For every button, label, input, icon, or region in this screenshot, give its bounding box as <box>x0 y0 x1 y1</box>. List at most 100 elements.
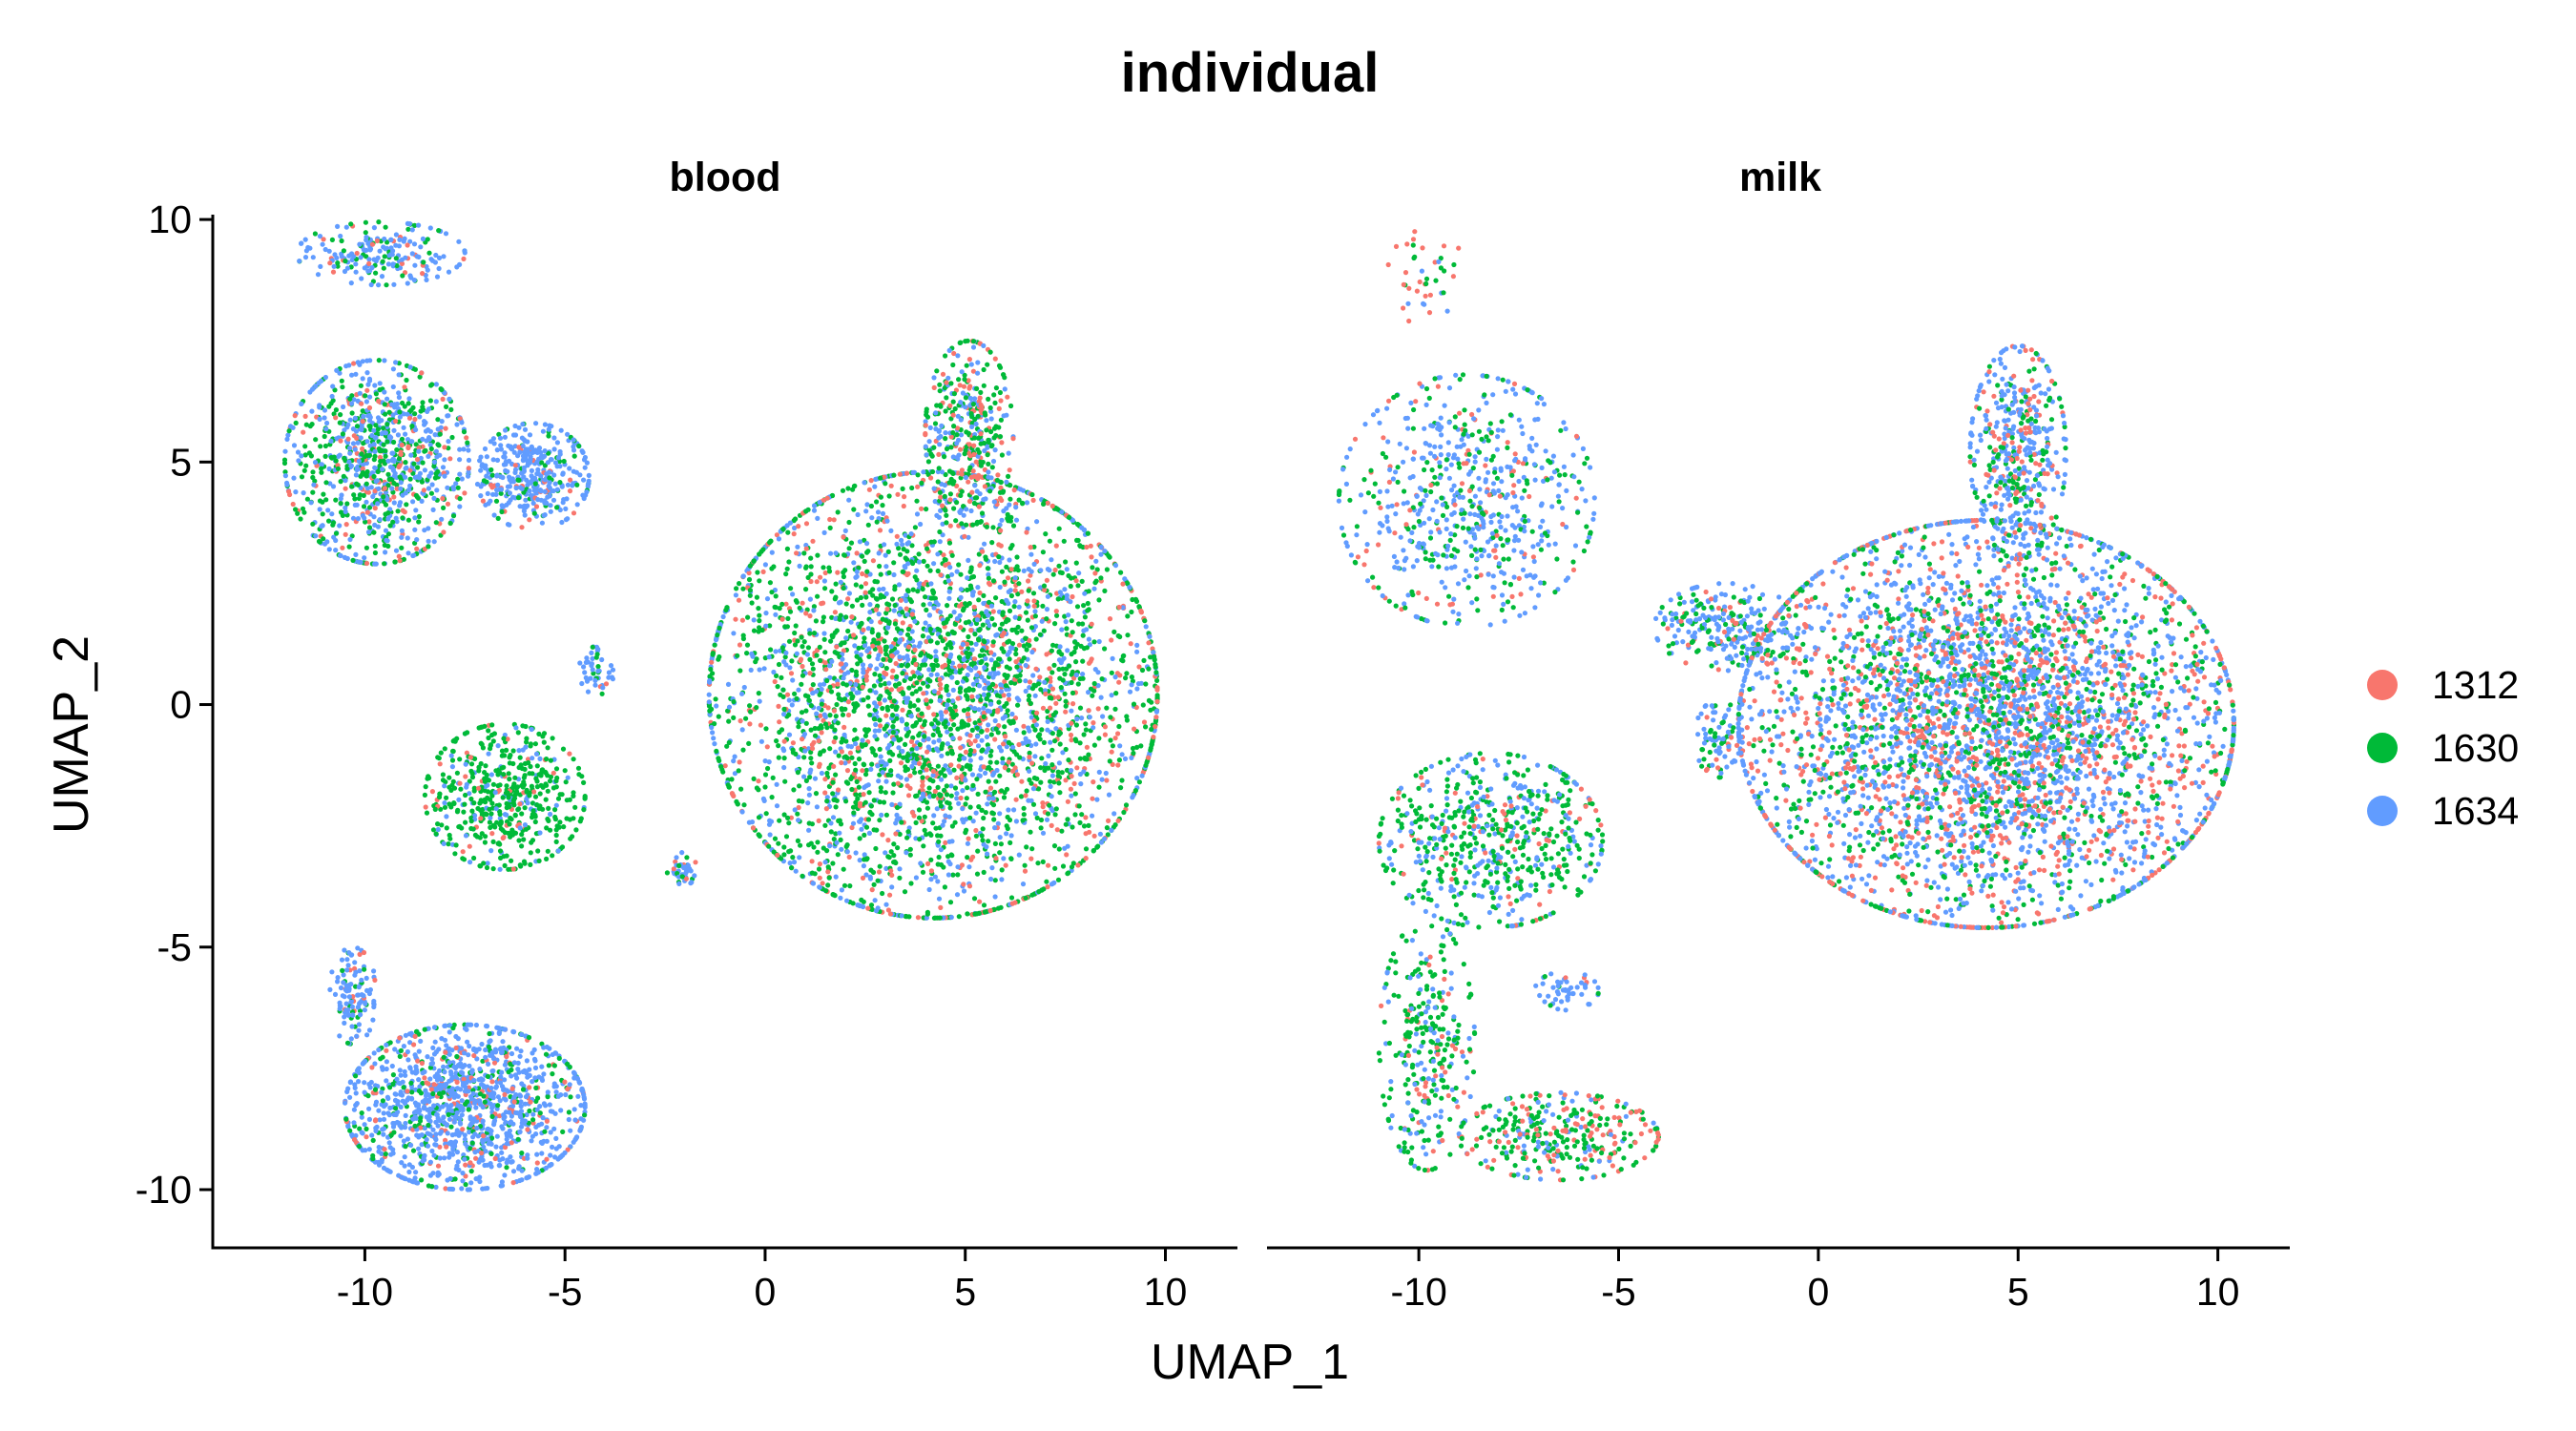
point-1634 <box>551 435 557 441</box>
point-1634 <box>347 450 353 456</box>
point-1312 <box>948 762 954 768</box>
point-1634 <box>888 528 894 534</box>
point-1630 <box>1075 583 1081 589</box>
point-1634 <box>958 594 964 601</box>
point-1312 <box>831 708 838 714</box>
point-1630 <box>385 531 391 537</box>
point-1630 <box>1096 736 1102 741</box>
point-1630 <box>448 406 454 412</box>
point-1634 <box>488 439 493 445</box>
point-1634 <box>1074 716 1080 722</box>
point-1630 <box>1086 589 1091 594</box>
point-1634 <box>401 425 406 430</box>
point-1312 <box>860 875 866 881</box>
point-1634 <box>431 459 438 465</box>
point-1634 <box>981 705 987 711</box>
point-1630 <box>1143 681 1149 687</box>
point-1634 <box>795 544 800 550</box>
point-1630 <box>891 698 897 704</box>
point-1630 <box>383 453 388 459</box>
point-1630 <box>945 632 951 637</box>
point-1634 <box>894 650 900 655</box>
point-1312 <box>851 633 857 638</box>
point-1634 <box>844 898 850 903</box>
point-1634 <box>320 523 325 529</box>
point-1630 <box>1129 609 1134 615</box>
point-1312 <box>1102 724 1108 730</box>
point-1312 <box>1075 862 1081 868</box>
point-1630 <box>921 602 926 608</box>
point-1630 <box>942 787 947 794</box>
point-1312 <box>441 529 447 535</box>
point-1634 <box>995 671 1001 676</box>
point-1630 <box>1124 671 1130 676</box>
point-1630 <box>1079 812 1085 818</box>
point-1634 <box>999 517 1005 523</box>
point-1630 <box>784 624 791 630</box>
point-1630 <box>426 250 432 256</box>
point-1634 <box>461 446 467 452</box>
point-1630 <box>1008 680 1014 686</box>
point-1630 <box>1021 805 1027 811</box>
point-1634 <box>379 430 384 437</box>
point-1312 <box>1116 679 1122 685</box>
point-1630 <box>798 842 803 848</box>
point-1630 <box>1090 693 1095 698</box>
point-1630 <box>322 443 328 449</box>
point-1630 <box>806 820 812 826</box>
point-1634 <box>985 708 990 714</box>
point-1630 <box>375 426 381 432</box>
point-1630 <box>843 614 849 620</box>
point-1630 <box>935 784 941 791</box>
point-1634 <box>542 477 548 483</box>
point-1634 <box>346 363 352 368</box>
point-1630 <box>1015 702 1021 708</box>
point-1634 <box>1029 649 1035 655</box>
point-1634 <box>806 786 812 792</box>
point-1634 <box>291 475 297 481</box>
point-1630 <box>830 791 836 797</box>
point-1634 <box>332 252 338 258</box>
point-1630 <box>908 881 914 886</box>
point-1634 <box>896 582 903 588</box>
point-1634 <box>311 482 317 487</box>
point-1312 <box>965 712 971 717</box>
point-1630 <box>418 408 424 414</box>
point-1630 <box>1017 678 1023 684</box>
point-1630 <box>1025 617 1030 623</box>
point-1634 <box>878 759 883 765</box>
point-1634 <box>424 438 429 444</box>
point-1630 <box>1023 895 1028 902</box>
point-1634 <box>551 446 557 452</box>
point-1634 <box>522 512 528 518</box>
point-1634 <box>459 476 465 482</box>
point-1634 <box>784 523 790 529</box>
point-1630 <box>926 785 932 791</box>
point-1630 <box>862 799 868 805</box>
point-1630 <box>757 551 762 557</box>
point-1312 <box>1074 765 1080 771</box>
point-1630 <box>335 263 341 269</box>
point-1630 <box>878 592 883 598</box>
point-1634 <box>932 874 939 880</box>
point-1630 <box>364 545 369 550</box>
point-1630 <box>778 692 783 697</box>
point-1630 <box>853 582 859 588</box>
point-1634 <box>792 807 798 813</box>
point-1630 <box>874 499 880 505</box>
point-1634 <box>370 493 376 500</box>
point-1634 <box>377 381 383 386</box>
point-1634 <box>529 467 535 473</box>
point-1312 <box>1025 598 1030 604</box>
point-1630 <box>857 836 862 841</box>
point-1634 <box>896 745 902 751</box>
point-1634 <box>364 235 369 240</box>
point-1630 <box>339 378 344 384</box>
point-1630 <box>816 726 821 732</box>
point-1630 <box>1118 570 1124 575</box>
point-1312 <box>803 521 810 527</box>
point-1312 <box>1002 765 1008 771</box>
point-1312 <box>756 778 761 784</box>
point-1634 <box>946 589 952 594</box>
point-1630 <box>973 833 979 839</box>
